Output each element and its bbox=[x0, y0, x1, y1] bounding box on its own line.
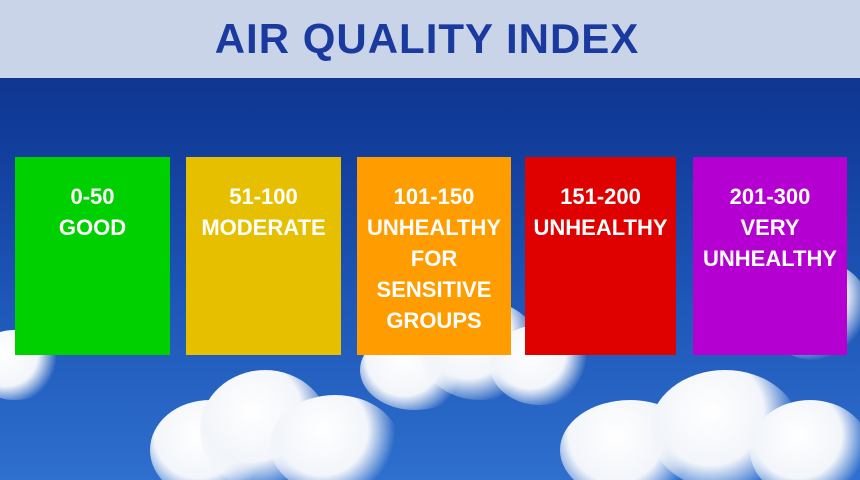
aqi-label: UNHEALTHY bbox=[533, 215, 668, 240]
aqi-card-unhealthy: 151-200 UNHEALTHY bbox=[525, 157, 676, 355]
aqi-card-unhealthy-sensitive: 101-150 UNHEALTHY FOR SENSITIVE GROUPS bbox=[357, 157, 511, 355]
aqi-range: 201-300 bbox=[729, 184, 811, 209]
aqi-label: UNHEALTHY FOR SENSITIVE GROUPS bbox=[366, 215, 502, 333]
aqi-label: MODERATE bbox=[201, 215, 326, 240]
aqi-card-good: 0-50 GOOD bbox=[15, 157, 170, 355]
aqi-card-very-unhealthy: 201-300 VERY UNHEALTHY bbox=[693, 157, 847, 355]
aqi-label: VERY UNHEALTHY bbox=[702, 215, 838, 271]
aqi-card-moderate: 51-100 MODERATE bbox=[186, 157, 341, 355]
aqi-label: GOOD bbox=[58, 215, 127, 240]
aqi-range: 101-150 bbox=[393, 184, 475, 209]
aqi-range: 51-100 bbox=[229, 184, 298, 209]
page-title: AIR QUALITY INDEX bbox=[214, 15, 640, 62]
cloud-right bbox=[560, 360, 860, 480]
aqi-range: 151-200 bbox=[560, 184, 641, 209]
aqi-range: 0-50 bbox=[70, 184, 115, 209]
cloud-left bbox=[150, 360, 410, 480]
header-bar: AIR QUALITY INDEX bbox=[0, 0, 860, 78]
